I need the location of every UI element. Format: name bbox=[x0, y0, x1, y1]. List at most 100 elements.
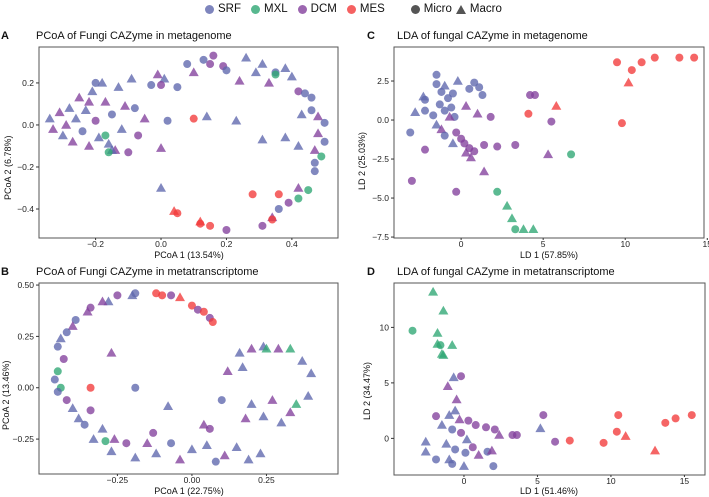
panel-a-point-macro bbox=[97, 77, 108, 87]
panel-c-point-macro bbox=[551, 100, 562, 110]
panel-a-point-micro bbox=[310, 158, 319, 167]
panel-a-point-macro bbox=[309, 145, 320, 154]
panel-a-point-micro bbox=[274, 205, 283, 214]
panel-d-point-macro bbox=[420, 436, 431, 446]
panel-c-xtick-label: 5 bbox=[541, 239, 546, 249]
panel-a-point-macro bbox=[313, 128, 324, 138]
panel-d-point-macro bbox=[620, 431, 631, 440]
panel-d-point-micro bbox=[448, 459, 457, 468]
panel-c-xtick-label: 0 bbox=[459, 239, 464, 249]
panel-a-point-macro bbox=[296, 109, 307, 119]
panel-a-point-macro bbox=[313, 111, 324, 121]
panel-a-point-micro bbox=[206, 60, 215, 69]
panel-d-xtick-label: 10 bbox=[606, 476, 616, 486]
panel-b-point-macro bbox=[175, 292, 186, 302]
panel-d-point-micro bbox=[551, 437, 560, 446]
panel-a-point-macro bbox=[231, 115, 242, 125]
panel-b-point-macro bbox=[222, 366, 233, 376]
panel-d-ytick-label: 5 bbox=[384, 378, 389, 388]
panel-a-point-macro bbox=[48, 124, 59, 133]
panel-c-point-micro bbox=[480, 140, 489, 149]
panel-c-point-micro bbox=[511, 140, 520, 149]
panel-d-point-micro bbox=[451, 445, 460, 454]
panel-d-xtick-label: 0 bbox=[462, 476, 467, 486]
panel-b-point-macro bbox=[267, 395, 278, 404]
panel-a-point-micro bbox=[101, 131, 110, 140]
panel-a-point-macro bbox=[156, 182, 167, 192]
panel-d-point-macro bbox=[420, 446, 431, 456]
panel-b-xtick-label: 0.25 bbox=[258, 475, 275, 485]
panel-a-point-macro bbox=[159, 73, 170, 83]
panel-a-point-macro bbox=[87, 86, 98, 96]
panel-c-point-micro bbox=[429, 111, 438, 120]
panel-c-point-macro bbox=[465, 152, 476, 162]
panel-a-point-macro bbox=[64, 103, 75, 112]
panel-a-point-micro bbox=[307, 106, 316, 115]
panel-a-point-micro bbox=[91, 78, 100, 87]
panel-c-point-macro bbox=[447, 138, 458, 148]
panel-c-point-micro bbox=[443, 94, 452, 103]
panel-b-point-macro bbox=[201, 440, 212, 449]
panel-c-frame bbox=[393, 46, 705, 239]
panel-b-point-micro bbox=[208, 318, 217, 327]
panel-c-point-micro bbox=[613, 58, 622, 67]
panel-b-point-macro bbox=[255, 448, 266, 458]
panel-c-point-micro bbox=[421, 95, 430, 104]
panel-a-point-macro bbox=[80, 105, 91, 114]
panel-b-xtick-label: 0.00 bbox=[184, 475, 201, 485]
panel-a-point-macro bbox=[280, 132, 291, 142]
panel-a-point-micro bbox=[317, 152, 326, 161]
panel-b-xlabel: PCoA 1 (22.75%) bbox=[154, 486, 224, 496]
panel-b-point-micro bbox=[211, 457, 220, 466]
panel-d-point-macro bbox=[432, 327, 443, 337]
panel-c-point-micro bbox=[675, 53, 684, 62]
panel-c-point-micro bbox=[690, 53, 699, 62]
panel-b-point-macro bbox=[198, 419, 209, 429]
panel-b-point-micro bbox=[187, 301, 196, 310]
panel-b-point-macro bbox=[73, 413, 84, 423]
panel-a-point-macro bbox=[234, 75, 245, 85]
panel-c-point-micro bbox=[440, 131, 449, 140]
legend-mes-marker bbox=[346, 4, 356, 14]
panel-d-point-micro bbox=[482, 423, 491, 432]
panel-c-point-micro bbox=[407, 176, 416, 185]
legend-srf-marker bbox=[205, 4, 214, 14]
panel-a-point-macro bbox=[61, 119, 72, 129]
panel-c-xlabel: LD 1 (57.85%) bbox=[519, 250, 579, 260]
panel-a-xtick-label: 0.4 bbox=[286, 239, 298, 249]
panel-a-point-micro bbox=[163, 116, 172, 125]
panel-d-point-macro bbox=[650, 445, 661, 455]
panel-a-point-macro bbox=[152, 69, 163, 79]
panel-d-point-macro bbox=[444, 410, 455, 419]
panel-a-point-macro bbox=[188, 67, 199, 77]
panel-c-point-micro bbox=[447, 103, 456, 112]
panel-c-point-macro bbox=[543, 149, 554, 159]
panel-a-xtick-label: −0.2 bbox=[87, 239, 104, 249]
panel-d-point-macro bbox=[486, 445, 497, 455]
panel-a-point-micro bbox=[271, 70, 280, 79]
panel-a-point-macro bbox=[257, 59, 268, 68]
panel-d-point-macro bbox=[448, 372, 459, 382]
panel-a-xtick-label: 0.2 bbox=[221, 239, 233, 249]
panel-c-point-micro bbox=[478, 91, 487, 100]
panel-a-point-macro bbox=[241, 52, 252, 62]
panel-c-point-macro bbox=[506, 213, 517, 223]
panel-a-xlabel: PCoA 1 (13.54%) bbox=[154, 250, 224, 260]
panel-c-point-macro bbox=[528, 224, 539, 234]
panel-b-point-macro bbox=[231, 442, 242, 452]
panel-a-point-micro bbox=[173, 83, 182, 92]
panel-c-point-micro bbox=[493, 187, 502, 196]
panel-b-point-macro bbox=[285, 343, 296, 353]
panel-c-point-macro bbox=[410, 107, 421, 116]
panel-a-point-macro bbox=[201, 111, 212, 121]
panel-c-point-micro bbox=[432, 70, 441, 79]
panel-c-point-macro bbox=[518, 224, 529, 234]
panel-b-point-micro bbox=[158, 291, 167, 300]
legend-micro-label: Micro bbox=[423, 3, 452, 15]
panel-b-xtick-label: −0.25 bbox=[107, 475, 129, 485]
panel-d-point-micro bbox=[687, 411, 696, 420]
panel-b-point-macro bbox=[234, 347, 245, 357]
panel-c-point-macro bbox=[472, 108, 483, 118]
panel-b-title: PCoA of Fungi CAZyme in metatranscriptom… bbox=[36, 266, 259, 278]
